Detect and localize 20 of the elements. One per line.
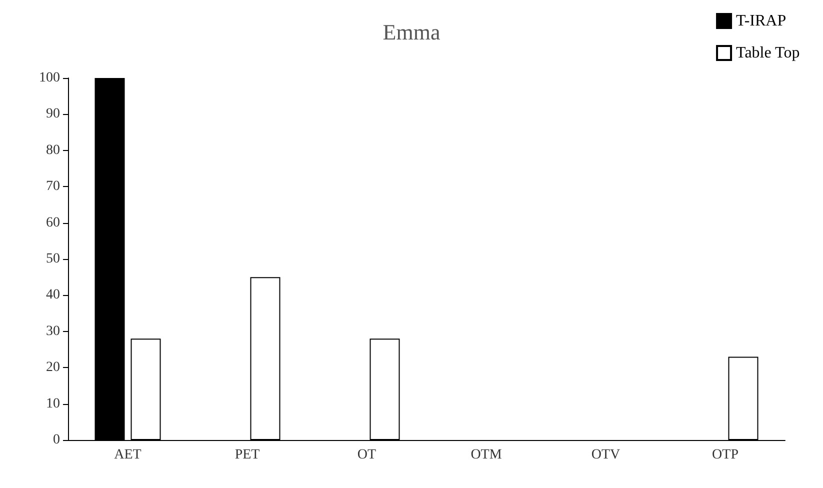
y-tick-label: 80 xyxy=(46,142,60,158)
y-tick-label: 90 xyxy=(46,106,60,122)
x-tick-label: OTP xyxy=(712,448,739,462)
y-tick-label: 70 xyxy=(46,179,60,194)
x-tick-label: OT xyxy=(357,448,377,462)
y-tick-label: 30 xyxy=(46,324,60,339)
legend-label: Table Top xyxy=(736,44,800,62)
x-tick-label: OTM xyxy=(470,448,502,462)
y-tick-label: 40 xyxy=(46,288,60,303)
y-tick-label: 60 xyxy=(46,215,60,230)
y-tick-label: 50 xyxy=(46,252,60,266)
legend-label: T-IRAP xyxy=(736,12,786,30)
chart-title: Emma xyxy=(382,20,440,44)
x-tick-label: AET xyxy=(114,448,142,462)
y-tick-label: 10 xyxy=(46,396,60,412)
y-tick-label: 20 xyxy=(46,360,60,376)
y-tick-label: 0 xyxy=(53,432,60,448)
y-tick-label: 100 xyxy=(39,70,60,86)
x-tick-label: OTV xyxy=(591,448,620,462)
x-tick-label: PET xyxy=(234,448,260,462)
